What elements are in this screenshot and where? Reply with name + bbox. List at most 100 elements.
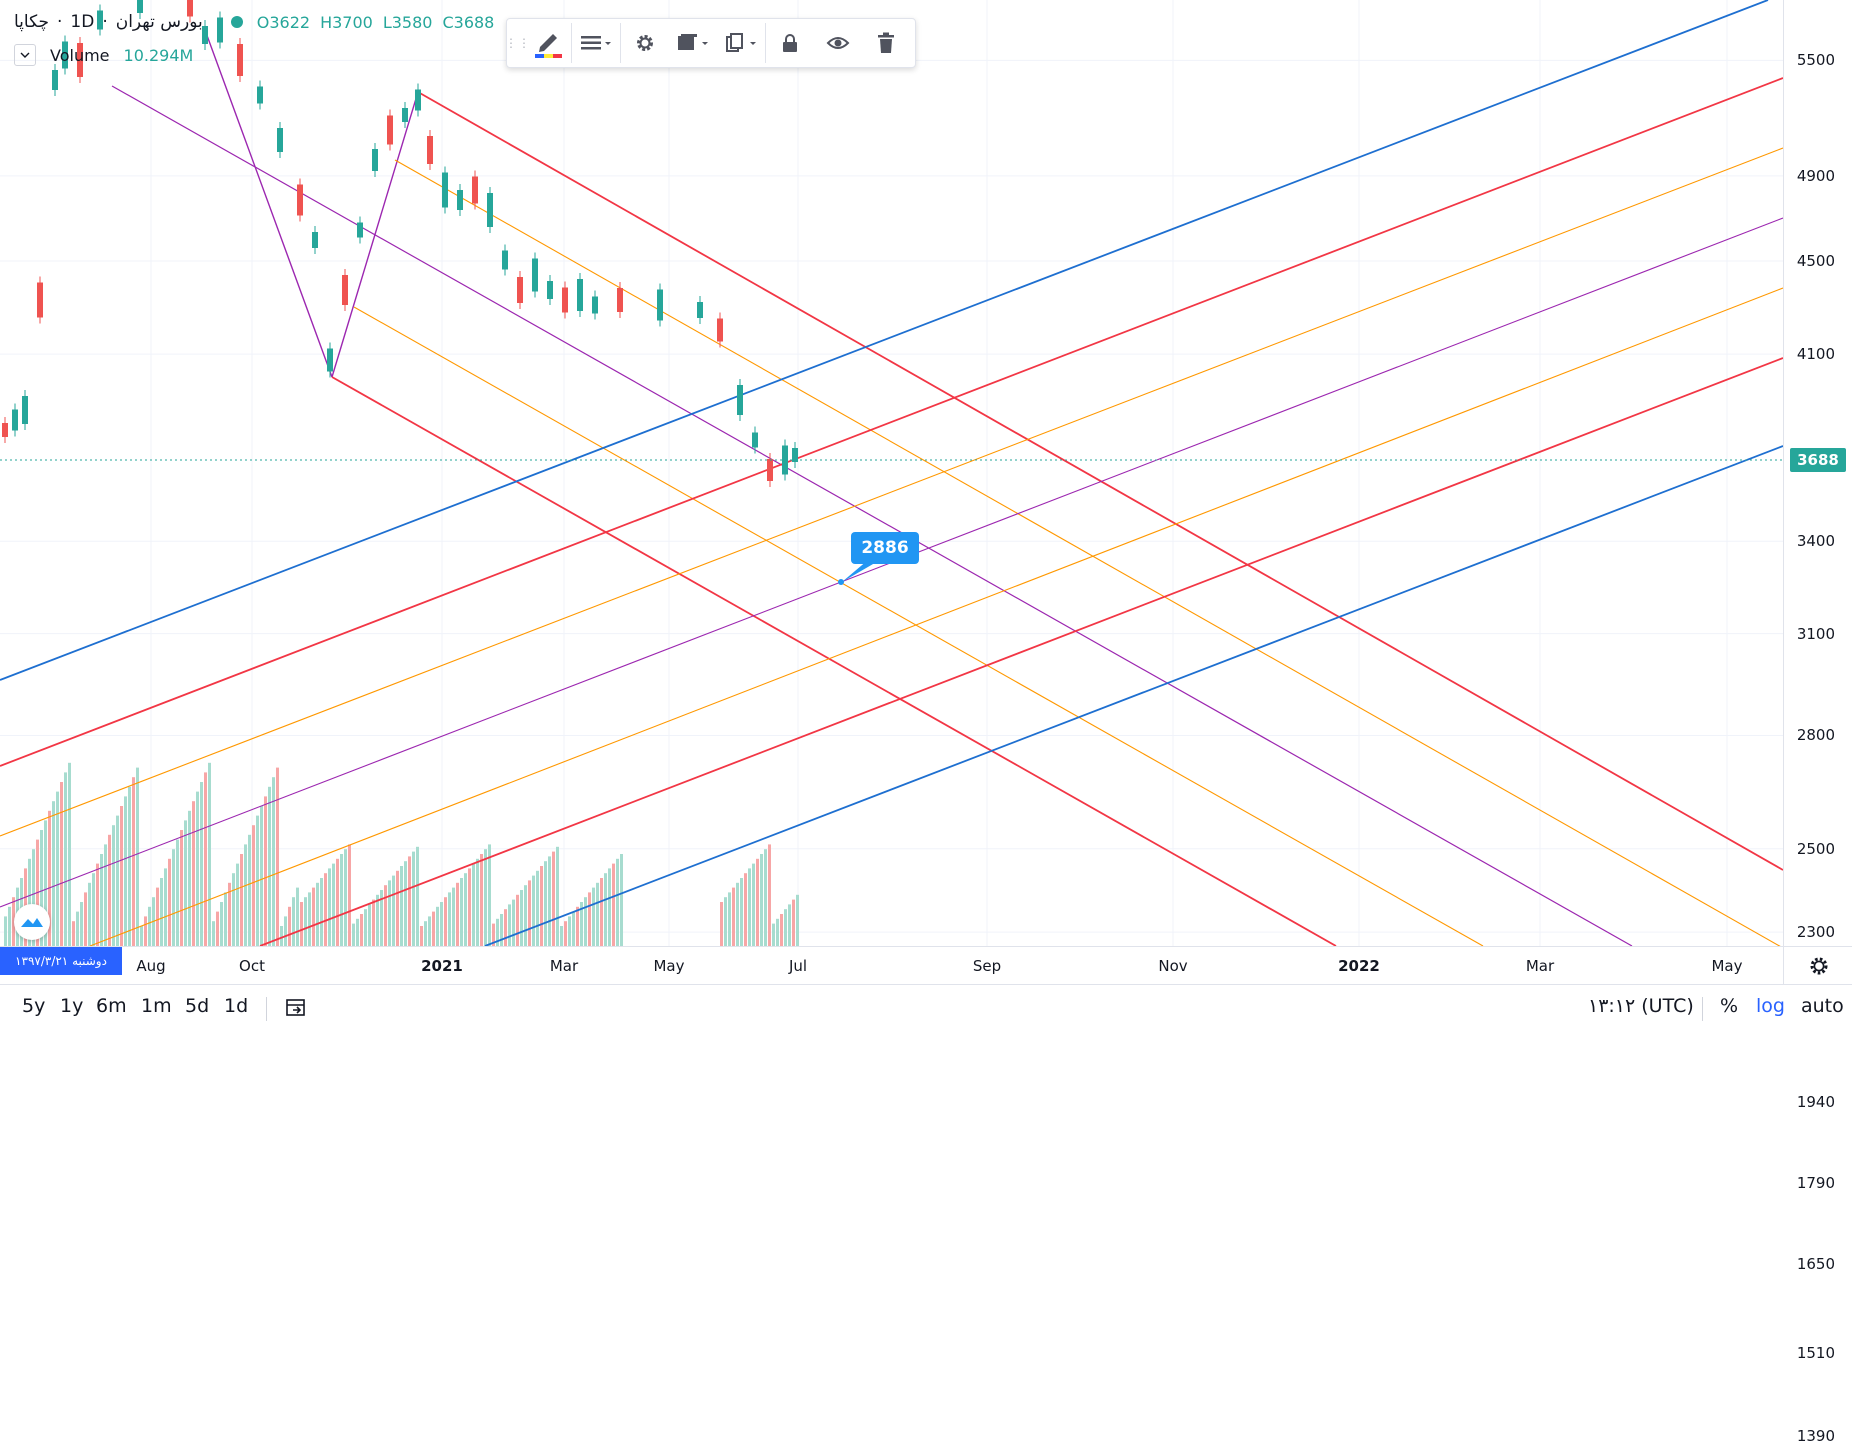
visibility-button[interactable] [814,23,862,63]
symbol-name[interactable]: چکاپا [14,12,49,32]
volume-label[interactable]: Volume [50,45,110,65]
volume-bar [580,902,583,946]
visibility-icon [826,37,850,49]
chart-area[interactable] [0,0,1852,1030]
volume-bar [52,801,55,946]
volume-bar [100,854,103,946]
calendar-goto-icon [286,999,305,1016]
pitchfork-lower-line [331,376,1337,946]
candle-body [767,459,773,481]
collapse-legend-button[interactable] [14,44,36,66]
pitchfork-drawing[interactable] [0,0,1783,946]
volume-bar [356,918,359,946]
range-1m-button[interactable]: 1m [141,995,172,1017]
volume-bar [40,830,43,946]
volume-bar [136,767,139,946]
volume-bar [108,834,111,946]
volume-bar [304,897,307,946]
tradingview-logo[interactable] [14,904,50,940]
volume-bar [68,762,71,946]
candle-body [547,281,553,299]
auto-scale-button[interactable]: auto [1801,995,1844,1017]
volume-bar [416,846,419,946]
price-callout[interactable]: 2886 [851,532,919,564]
settings-button[interactable] [621,23,669,63]
price-tick-label: 2300 [1796,923,1835,942]
volume-bar [228,882,231,946]
clone-button[interactable] [717,23,765,63]
volume-bar [32,849,35,946]
volume-bar [576,906,579,946]
ohlc-close: C3688 [442,12,495,32]
time-axis[interactable]: دوشنبه ۱۳۹۷/۳/۲۱ Aug Oct 2021 Mar May Jul Sep N… [0,946,1783,985]
volume-bar [48,810,51,946]
goto-date-button[interactable] [285,996,307,1023]
volume-bar [796,894,799,946]
volume-bar [188,810,191,946]
volume-bar [480,854,483,946]
line-color-button[interactable] [525,23,571,63]
lock-button[interactable] [766,23,814,63]
volume-bar [112,825,115,946]
time-tick-label: Mar [1525,957,1555,975]
candle-body [137,0,143,13]
delete-button[interactable] [862,23,910,63]
volume-bar [520,890,523,946]
chart-canvas[interactable] [0,0,1783,946]
candle-body [22,396,28,424]
range-5y-button[interactable]: 5y [22,995,46,1017]
range-1d-button[interactable]: 1d [224,995,249,1017]
fill-button[interactable] [669,23,717,63]
toolbar-separator [266,997,267,1021]
range-6m-button[interactable]: 6m [96,995,127,1017]
volume-bar [612,863,615,946]
log-scale-button[interactable]: log [1756,995,1785,1017]
timezone-button[interactable]: ۱۳:۱۲ (UTC) [1588,995,1694,1017]
volume-bar [472,863,475,946]
candle-body [472,176,478,204]
chart-settings-button[interactable] [1783,946,1852,985]
volume-bar [448,892,451,946]
volume-bar [736,882,739,946]
range-5d-button[interactable]: 5d [185,995,210,1017]
volume-bar [272,777,275,946]
candle-body [592,296,598,314]
candle-body [402,108,408,122]
interval-label[interactable]: 1D [70,12,95,32]
volume-bar [420,926,423,946]
drag-handle-icon[interactable]: ⋮⋮ [505,36,531,50]
volume-bar [720,902,723,946]
volume-bar [432,911,435,946]
time-tick-label: May [653,957,685,975]
volume-bar [80,902,83,946]
volume-bar [536,870,539,946]
time-tick-label: Aug [136,957,166,975]
volume-bar [208,762,211,946]
volume-bar [292,897,295,946]
market-status-icon [230,16,243,28]
volume-bar [352,923,355,946]
volume-bar [396,870,399,946]
volume-bar [196,791,199,946]
volume-bar [252,825,255,946]
volume-bar [768,844,771,946]
range-1y-button[interactable]: 1y [60,995,84,1017]
line-style-button[interactable] [572,23,620,63]
pitchfork-median-line [111,85,1633,946]
toolbar-separator [1702,997,1703,1021]
price-tick-label: 1510 [1796,1343,1835,1362]
volume-bar [764,849,767,946]
volume-bar [116,815,119,946]
candle-body [372,149,378,171]
price-tick-label: 4100 [1796,345,1835,364]
high-label: H [320,12,333,32]
percent-scale-button[interactable]: % [1720,995,1739,1017]
volume-bar [192,801,195,946]
time-tick-label: 2022 [1338,957,1380,975]
volume-bar [724,897,727,946]
candle-body [97,10,103,30]
toolbar-separator [571,23,572,63]
volume-bar [168,858,171,946]
price-axis[interactable]: 9200840076006850610055004900450041003400… [1783,0,1852,1445]
volume-bar [320,878,323,946]
